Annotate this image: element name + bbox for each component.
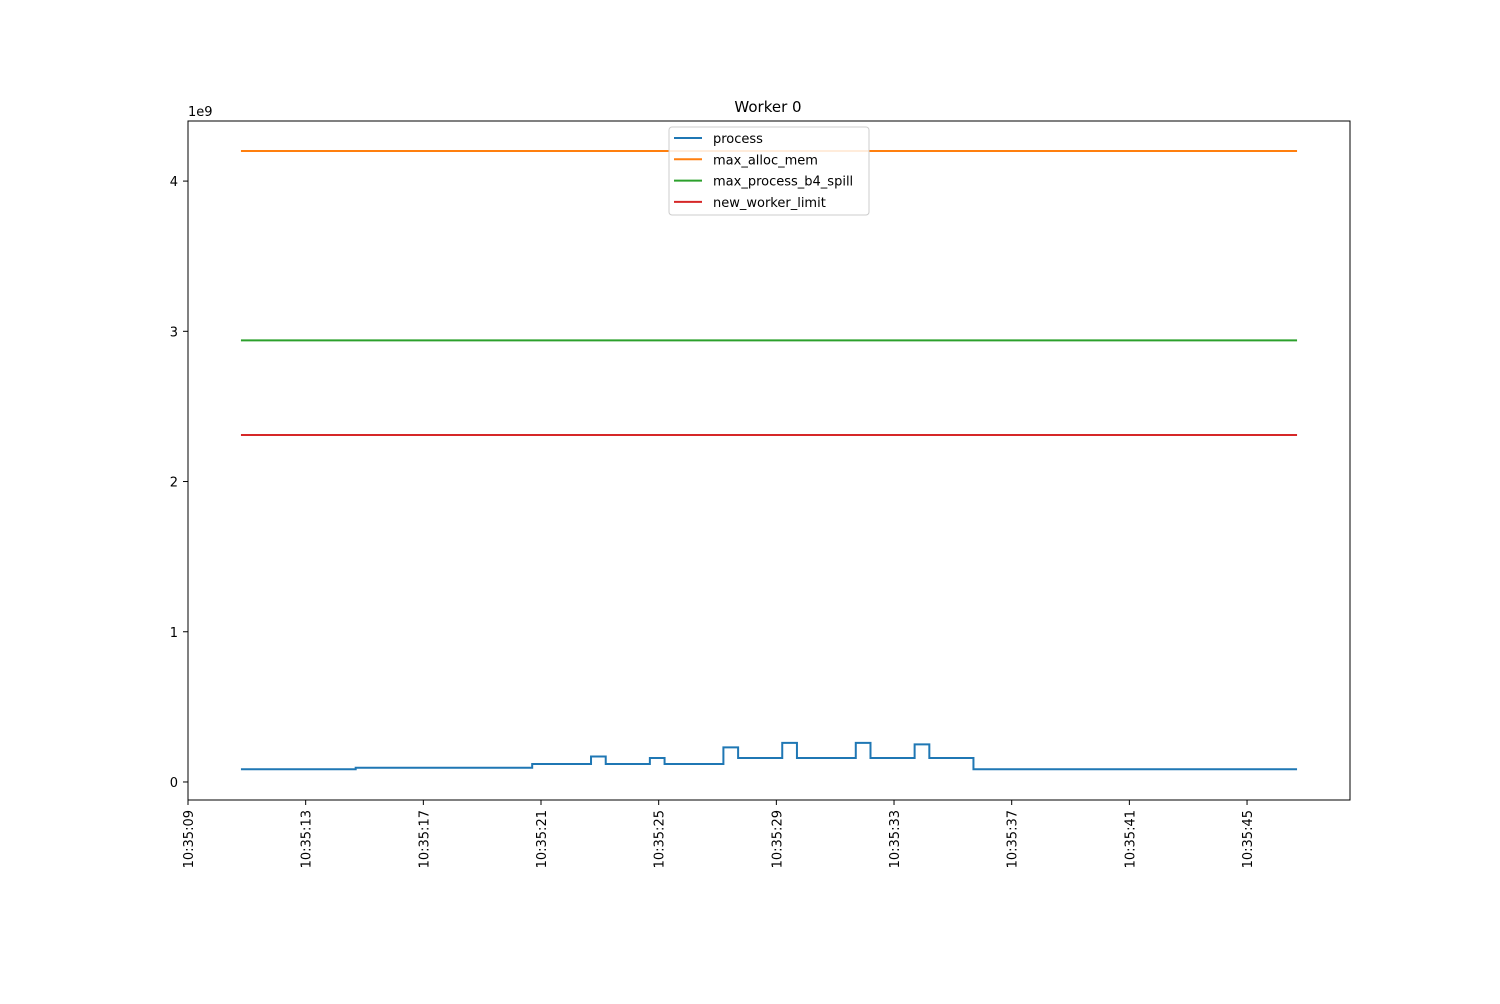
x-tick-label: 10:35:21 [535,810,550,868]
y-axis-offset-label: 1e9 [188,105,213,120]
y-tick-label: 0 [170,776,178,791]
x-tick-label: 10:35:25 [653,810,668,868]
x-tick-label: 10:35:33 [888,810,903,868]
x-tick-label: 10:35:41 [1123,810,1138,868]
legend-label: new_worker_limit [713,196,826,211]
x-tick-label: 10:35:17 [417,810,432,868]
legend-label: process [713,132,763,147]
chart-title: Worker 0 [734,98,801,116]
x-tick-label: 10:35:37 [1006,810,1021,868]
legend-label: max_process_b4_spill [713,175,853,190]
y-tick-label: 2 [170,476,178,491]
x-tick-label: 10:35:45 [1241,810,1256,868]
legend-label: max_alloc_mem [713,153,818,168]
axes: 10:35:09 10:35:13 10:35:17 10:35:21 10:35:25… [170,120,1351,868]
legend: process max_alloc_mem max_process_b4_spill… [668,126,870,216]
x-tick-label: 10:35:09 [182,810,197,868]
y-tick-label: 3 [170,325,178,340]
series-line-process [240,741,1298,771]
x-tick-label: 10:35:29 [770,810,785,868]
y-tick-label: 4 [170,175,178,190]
y-tick-label: 1 [170,626,178,641]
plot-area [240,150,1298,771]
legend-box [668,126,870,216]
plot-frame [187,120,1351,801]
x-tick-label: 10:35:13 [300,810,315,868]
